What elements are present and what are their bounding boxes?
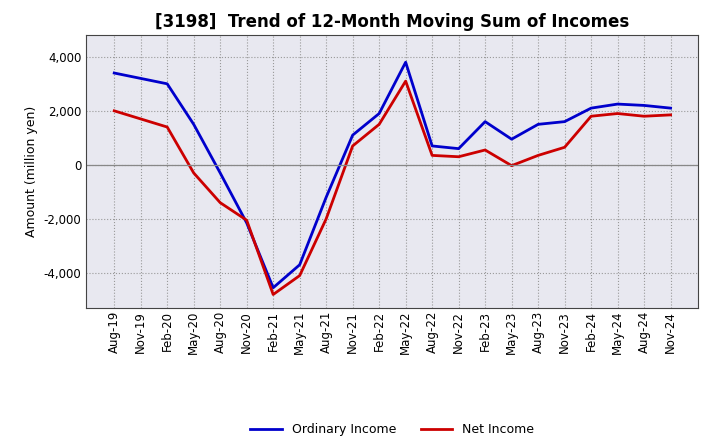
Net Income [534, 153, 542, 158]
Net Income [508, 163, 516, 168]
Ordinary Income [189, 122, 198, 127]
Net Income [613, 111, 622, 116]
Net Income [454, 154, 463, 159]
Ordinary Income [587, 106, 595, 111]
Net Income [110, 108, 119, 114]
Net Income [481, 147, 490, 153]
Line: Ordinary Income: Ordinary Income [114, 62, 670, 288]
Line: Net Income: Net Income [114, 81, 670, 294]
Ordinary Income [401, 59, 410, 65]
Net Income [348, 143, 357, 149]
Net Income [375, 122, 384, 127]
Net Income [136, 116, 145, 121]
Net Income [322, 216, 330, 221]
Net Income [560, 145, 569, 150]
Ordinary Income [375, 111, 384, 116]
Ordinary Income [243, 220, 251, 226]
Net Income [640, 114, 649, 119]
Net Income [189, 170, 198, 176]
Ordinary Income [560, 119, 569, 124]
Net Income [295, 273, 304, 278]
Ordinary Income [640, 103, 649, 108]
Net Income [243, 217, 251, 223]
Net Income [428, 153, 436, 158]
Ordinary Income [508, 136, 516, 142]
Ordinary Income [666, 106, 675, 111]
Ordinary Income [454, 146, 463, 151]
Net Income [666, 112, 675, 117]
Net Income [216, 200, 225, 205]
Ordinary Income [136, 76, 145, 81]
Legend: Ordinary Income, Net Income: Ordinary Income, Net Income [246, 418, 539, 440]
Ordinary Income [322, 194, 330, 200]
Ordinary Income [613, 102, 622, 107]
Ordinary Income [269, 285, 277, 290]
Net Income [269, 292, 277, 297]
Net Income [587, 114, 595, 119]
Net Income [163, 125, 171, 130]
Ordinary Income [163, 81, 171, 86]
Title: [3198]  Trend of 12-Month Moving Sum of Incomes: [3198] Trend of 12-Month Moving Sum of I… [156, 13, 629, 31]
Ordinary Income [110, 70, 119, 76]
Y-axis label: Amount (million yen): Amount (million yen) [25, 106, 38, 237]
Ordinary Income [295, 262, 304, 268]
Ordinary Income [216, 170, 225, 176]
Ordinary Income [348, 132, 357, 138]
Net Income [401, 78, 410, 84]
Ordinary Income [534, 122, 542, 127]
Ordinary Income [428, 143, 436, 149]
Ordinary Income [481, 119, 490, 124]
